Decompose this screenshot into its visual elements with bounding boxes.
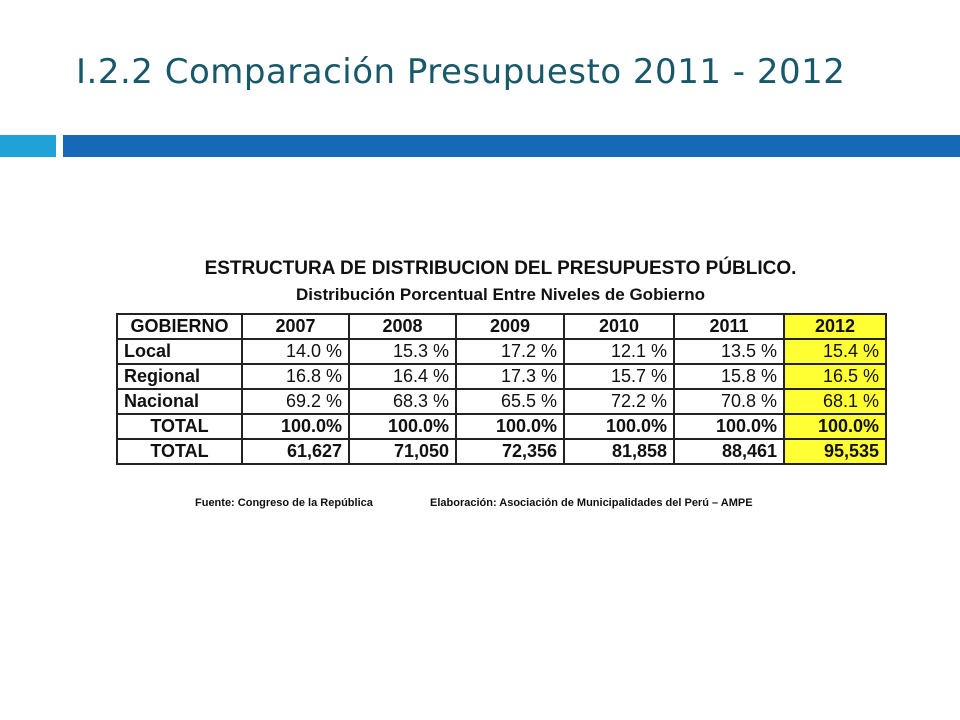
row-label: Nacional bbox=[116, 388, 243, 415]
header-year: 2009 bbox=[455, 313, 565, 340]
table-cell: 15.7 % bbox=[563, 363, 675, 390]
table-cell: 17.3 % bbox=[455, 363, 565, 390]
table-cell: 15.8 % bbox=[673, 363, 785, 390]
header-year: 2007 bbox=[241, 313, 350, 340]
header-year-highlighted: 2012 bbox=[783, 313, 887, 340]
table-cell: 100.0% bbox=[348, 413, 457, 440]
accent-bar-large bbox=[63, 135, 960, 157]
source-footnote: Fuente: Congreso de la República bbox=[195, 497, 373, 509]
slide-title: I.2.2 Comparación Presupuesto 2011 - 201… bbox=[76, 52, 846, 92]
table-cell: 16.4 % bbox=[348, 363, 457, 390]
table-subtitle: Distribución Porcentual Entre Niveles de… bbox=[295, 285, 706, 304]
table-cell: 13.5 % bbox=[673, 338, 785, 365]
table-cell: 81,858 bbox=[563, 438, 675, 465]
table-row-regional: Regional 16.8 % 16.4 % 17.3 % 15.7 % 15.… bbox=[116, 363, 887, 390]
table-cell-highlighted: 68.1 % bbox=[783, 388, 887, 415]
header-year: 2011 bbox=[673, 313, 785, 340]
table-cell: 15.3 % bbox=[348, 338, 457, 365]
table-cell: 100.0% bbox=[241, 413, 350, 440]
table-cell: 72.2 % bbox=[563, 388, 675, 415]
header-year: 2008 bbox=[348, 313, 457, 340]
table-cell: 68.3 % bbox=[348, 388, 457, 415]
table-cell: 100.0% bbox=[455, 413, 565, 440]
table-cell-highlighted: 100.0% bbox=[783, 413, 887, 440]
table-title: ESTRUCTURA DE DISTRIBUCION DEL PRESUPUES… bbox=[204, 258, 797, 279]
table-cell: 88,461 bbox=[673, 438, 785, 465]
table-cell: 100.0% bbox=[563, 413, 675, 440]
header-gobierno: GOBIERNO bbox=[116, 313, 243, 340]
table-cell: 71,050 bbox=[348, 438, 457, 465]
budget-distribution-table: GOBIERNO 2007 2008 2009 2010 2011 2012 L… bbox=[116, 313, 887, 465]
table-row-local: Local 14.0 % 15.3 % 17.2 % 12.1 % 13.5 %… bbox=[116, 338, 887, 365]
credit-footnote: Elaboración: Asociación de Municipalidad… bbox=[430, 497, 753, 509]
table-cell: 69.2 % bbox=[241, 388, 350, 415]
accent-bar-small bbox=[0, 135, 56, 157]
table-cell: 14.0 % bbox=[241, 338, 350, 365]
table-cell: 100.0% bbox=[673, 413, 785, 440]
row-label: Local bbox=[116, 338, 243, 365]
table-cell: 17.2 % bbox=[455, 338, 565, 365]
table-header-row: GOBIERNO 2007 2008 2009 2010 2011 2012 bbox=[116, 313, 887, 340]
table-row-nacional: Nacional 69.2 % 68.3 % 65.5 % 72.2 % 70.… bbox=[116, 388, 887, 415]
table-cell-highlighted: 15.4 % bbox=[783, 338, 887, 365]
table-cell: 65.5 % bbox=[455, 388, 565, 415]
table-cell: 12.1 % bbox=[563, 338, 675, 365]
table-cell: 72,356 bbox=[455, 438, 565, 465]
row-label: Regional bbox=[116, 363, 243, 390]
table-cell-highlighted: 16.5 % bbox=[783, 363, 887, 390]
table-row-total-amount: TOTAL 61,627 71,050 72,356 81,858 88,461… bbox=[116, 438, 887, 465]
table-cell: 61,627 bbox=[241, 438, 350, 465]
row-label-total: TOTAL bbox=[116, 413, 243, 440]
table-cell: 70.8 % bbox=[673, 388, 785, 415]
table-cell-highlighted: 95,535 bbox=[783, 438, 887, 465]
table-row-total-percent: TOTAL 100.0% 100.0% 100.0% 100.0% 100.0%… bbox=[116, 413, 887, 440]
row-label-total: TOTAL bbox=[116, 438, 243, 465]
table-cell: 16.8 % bbox=[241, 363, 350, 390]
header-year: 2010 bbox=[563, 313, 675, 340]
